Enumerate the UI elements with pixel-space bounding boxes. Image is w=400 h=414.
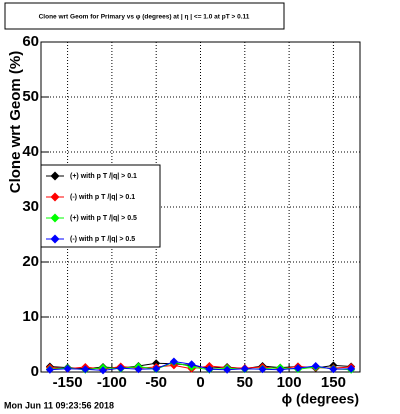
legend-marker (50, 192, 60, 202)
timestamp: Mon Jun 11 09:23:56 2018 (4, 400, 114, 410)
y-tick-label: 10 (22, 308, 39, 325)
data-point (258, 365, 267, 374)
y-tick-label: 0 (31, 363, 39, 380)
data-point (276, 365, 285, 374)
y-tick-label: 60 (22, 33, 39, 50)
x-tick-label: 50 (236, 374, 253, 391)
data-point (99, 366, 108, 375)
legend-label: (-) with p T /|q| > 0.5 (70, 236, 135, 243)
data-point (240, 364, 249, 373)
legend-marker (50, 213, 60, 223)
data-point (81, 365, 90, 374)
data-point (205, 365, 214, 374)
y-tick-label: 20 (22, 253, 39, 270)
y-tick-label: 50 (22, 88, 39, 105)
title-box (4, 2, 285, 30)
legend-label: (+) with p T /|q| > 0.5 (70, 215, 137, 222)
x-tick-label: 0 (196, 374, 204, 391)
data-point (45, 365, 54, 374)
data-point (63, 364, 72, 373)
x-tick-label: -150 (53, 374, 83, 391)
legend-box (40, 164, 161, 248)
legend-marker (50, 234, 60, 244)
x-tick-label: 150 (321, 374, 346, 391)
data-point (223, 365, 232, 374)
x-axis-label: ϕ (degrees) (282, 391, 359, 407)
legend-label: (-) with p T /|q| > 0.1 (70, 194, 135, 201)
legend-marker (50, 171, 60, 181)
x-tick-label: -100 (97, 374, 127, 391)
data-point (347, 364, 356, 373)
y-axis-label: Clone wrt Geom (%) (7, 51, 24, 194)
data-point (152, 364, 161, 373)
y-tick-label: 40 (22, 143, 39, 160)
data-point (187, 360, 196, 369)
y-tick-label: 30 (22, 198, 39, 215)
data-point (169, 357, 178, 366)
data-point (116, 364, 125, 373)
data-point (329, 365, 338, 374)
chart-title: Clone wrt Geom for Primary vs φ (degrees… (39, 14, 250, 21)
data-point (293, 364, 302, 373)
legend-label: (+) with p T /|q| > 0.1 (70, 173, 137, 180)
x-tick-label: 100 (277, 374, 302, 391)
data-point (311, 361, 320, 370)
data-point (134, 365, 143, 374)
x-tick-label: -50 (145, 374, 167, 391)
